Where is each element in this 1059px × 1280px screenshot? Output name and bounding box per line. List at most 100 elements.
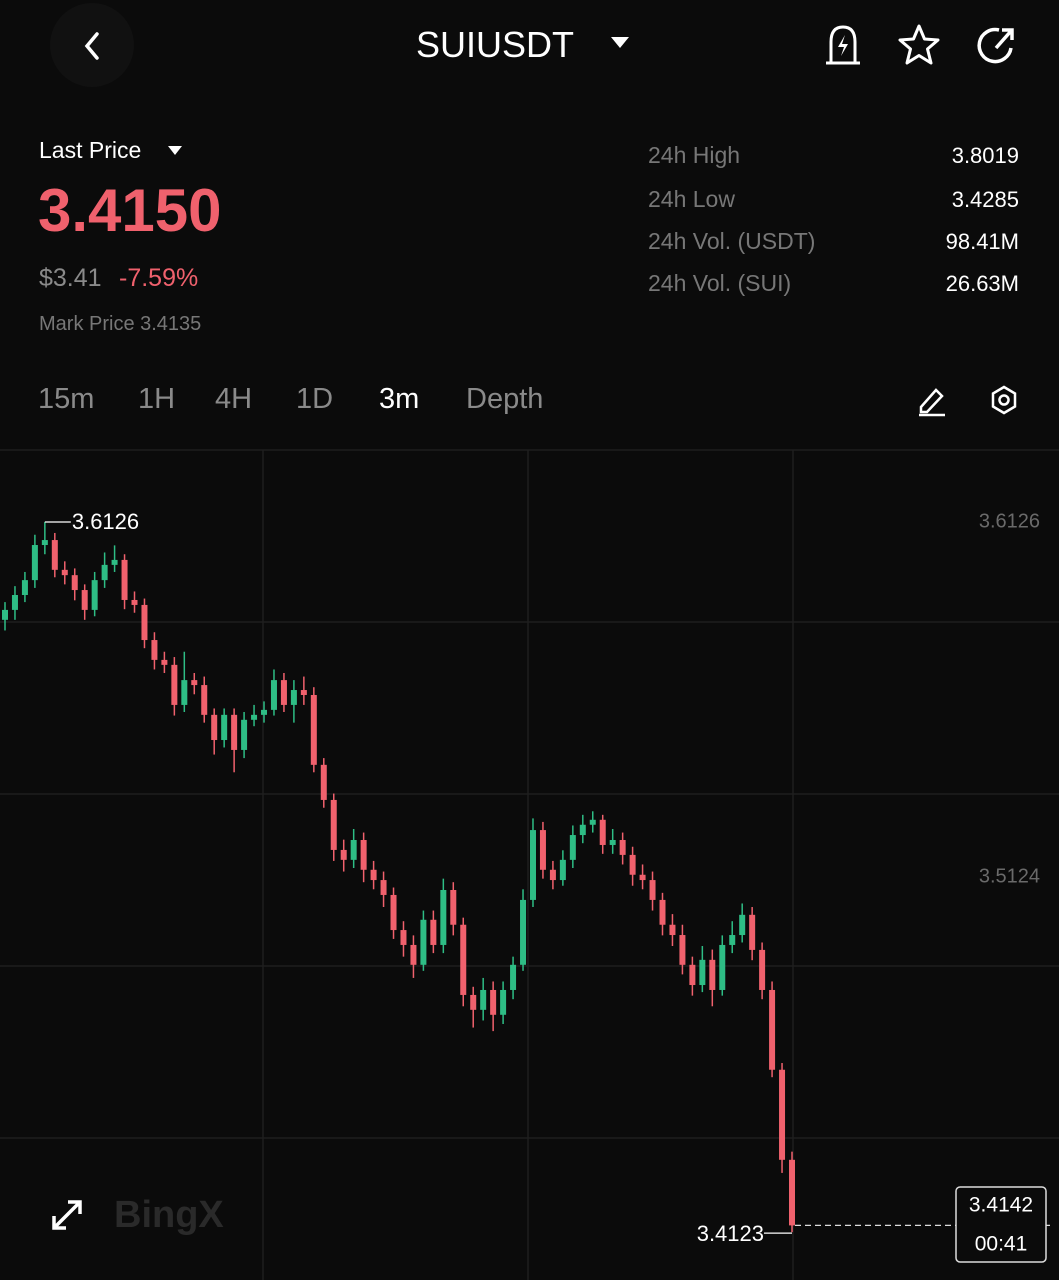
candle-body xyxy=(430,919,437,945)
candle-body xyxy=(91,580,98,610)
interval-tab[interactable]: 15m xyxy=(38,383,95,415)
candle-body xyxy=(619,840,626,855)
price-change: -7.59% xyxy=(119,264,199,292)
candle-body xyxy=(31,545,38,581)
candle-body xyxy=(380,880,387,895)
expand-icon[interactable] xyxy=(52,1200,82,1230)
candle-body xyxy=(201,685,208,715)
candle-body xyxy=(51,540,58,570)
candle-body xyxy=(549,869,556,881)
price-type-dropdown[interactable] xyxy=(167,145,183,156)
favorite-icon[interactable] xyxy=(896,22,942,68)
y-tick-label: 3.6126 xyxy=(979,510,1040,532)
candle-body xyxy=(410,944,417,965)
settings-icon[interactable] xyxy=(988,384,1020,416)
price-type[interactable]: Last Price xyxy=(39,137,142,163)
candle-body xyxy=(41,540,48,546)
candle-body xyxy=(520,899,527,965)
candle-body xyxy=(559,859,566,881)
candle-body xyxy=(609,840,616,845)
fiat-price: $3.41 xyxy=(39,264,102,292)
candle-body xyxy=(121,559,128,600)
candle-body xyxy=(280,680,287,705)
min-label: 3.4123 xyxy=(697,1221,764,1246)
candle-body xyxy=(300,690,307,695)
candle-body xyxy=(460,924,467,995)
last-price: 3.4150 xyxy=(38,177,222,244)
stat-value: 3.4285 xyxy=(951,187,1019,212)
candle-body xyxy=(500,989,507,1015)
candle-body xyxy=(659,899,666,925)
current-price-label: 3.4142 xyxy=(969,1194,1033,1217)
candle-body xyxy=(360,840,367,870)
candle-body xyxy=(739,914,746,936)
back-button[interactable] xyxy=(50,3,134,87)
symbol-dropdown[interactable] xyxy=(610,36,630,50)
candle-body xyxy=(340,849,347,860)
candle-body xyxy=(480,989,487,1010)
interval-tab[interactable]: 4H xyxy=(215,383,253,415)
depth-tab[interactable]: Depth xyxy=(466,383,544,415)
candle-body xyxy=(320,764,327,800)
candle-body xyxy=(191,680,198,686)
candle-body xyxy=(579,824,586,836)
candle-body xyxy=(151,640,158,660)
candle-body xyxy=(21,580,28,596)
stat-value: 26.63M xyxy=(945,271,1019,296)
candle-body xyxy=(131,599,138,605)
candle-body xyxy=(769,989,776,1070)
candle-body xyxy=(470,994,477,1010)
interval-tab[interactable]: 1H xyxy=(138,383,176,415)
stat-value: 3.8019 xyxy=(951,143,1019,168)
candle-body xyxy=(251,714,258,720)
share-icon[interactable] xyxy=(974,22,1020,68)
stat-label: 24h Low xyxy=(648,186,735,212)
candle-body xyxy=(719,944,726,990)
candle-body xyxy=(241,719,248,750)
alert-icon[interactable] xyxy=(820,22,866,68)
candle-body xyxy=(490,989,497,1015)
stat-value: 98.41M xyxy=(945,229,1019,254)
current-price-box xyxy=(955,1186,1047,1263)
candle-body xyxy=(181,680,188,705)
candle-body xyxy=(370,869,377,881)
candle-body xyxy=(599,819,606,845)
candle-body xyxy=(669,924,676,936)
candle-body xyxy=(81,590,88,610)
y-tick-label: 3.5124 xyxy=(979,866,1040,888)
candle-body xyxy=(61,569,68,576)
candle-body xyxy=(400,930,407,945)
candle-body xyxy=(589,819,596,825)
interval-tab-active[interactable]: 3m xyxy=(379,383,420,415)
candle-body xyxy=(11,595,18,610)
candle-body xyxy=(679,935,686,965)
candle-body xyxy=(261,709,268,715)
candle-body xyxy=(779,1069,786,1160)
candle-body xyxy=(330,799,337,850)
candle-body xyxy=(440,889,447,945)
watermark: BingX xyxy=(114,1194,224,1236)
max-label: 3.6126 xyxy=(72,509,139,534)
draw-icon[interactable] xyxy=(916,385,948,417)
candle-body xyxy=(689,964,696,986)
candle-body xyxy=(629,854,636,875)
candle-body xyxy=(649,880,656,900)
candle-body xyxy=(420,919,427,965)
mark-price: Mark Price 3.4135 xyxy=(39,313,202,335)
candle-body xyxy=(729,935,736,945)
stat-label: 24h High xyxy=(648,142,741,168)
candle-body xyxy=(529,830,536,900)
stat-label: 24h Vol. (SUI) xyxy=(648,270,792,296)
symbol[interactable]: SUIUSDT xyxy=(416,24,575,65)
candle-body xyxy=(290,690,297,705)
candle-body xyxy=(270,680,277,710)
back-icon xyxy=(84,32,99,60)
candle-body xyxy=(71,575,78,591)
candle-body xyxy=(221,714,228,741)
candle-body xyxy=(2,609,8,620)
candle-body xyxy=(171,664,178,705)
interval-tab[interactable]: 1D xyxy=(296,383,334,415)
candle-body xyxy=(759,949,766,990)
candle-body xyxy=(450,889,457,925)
